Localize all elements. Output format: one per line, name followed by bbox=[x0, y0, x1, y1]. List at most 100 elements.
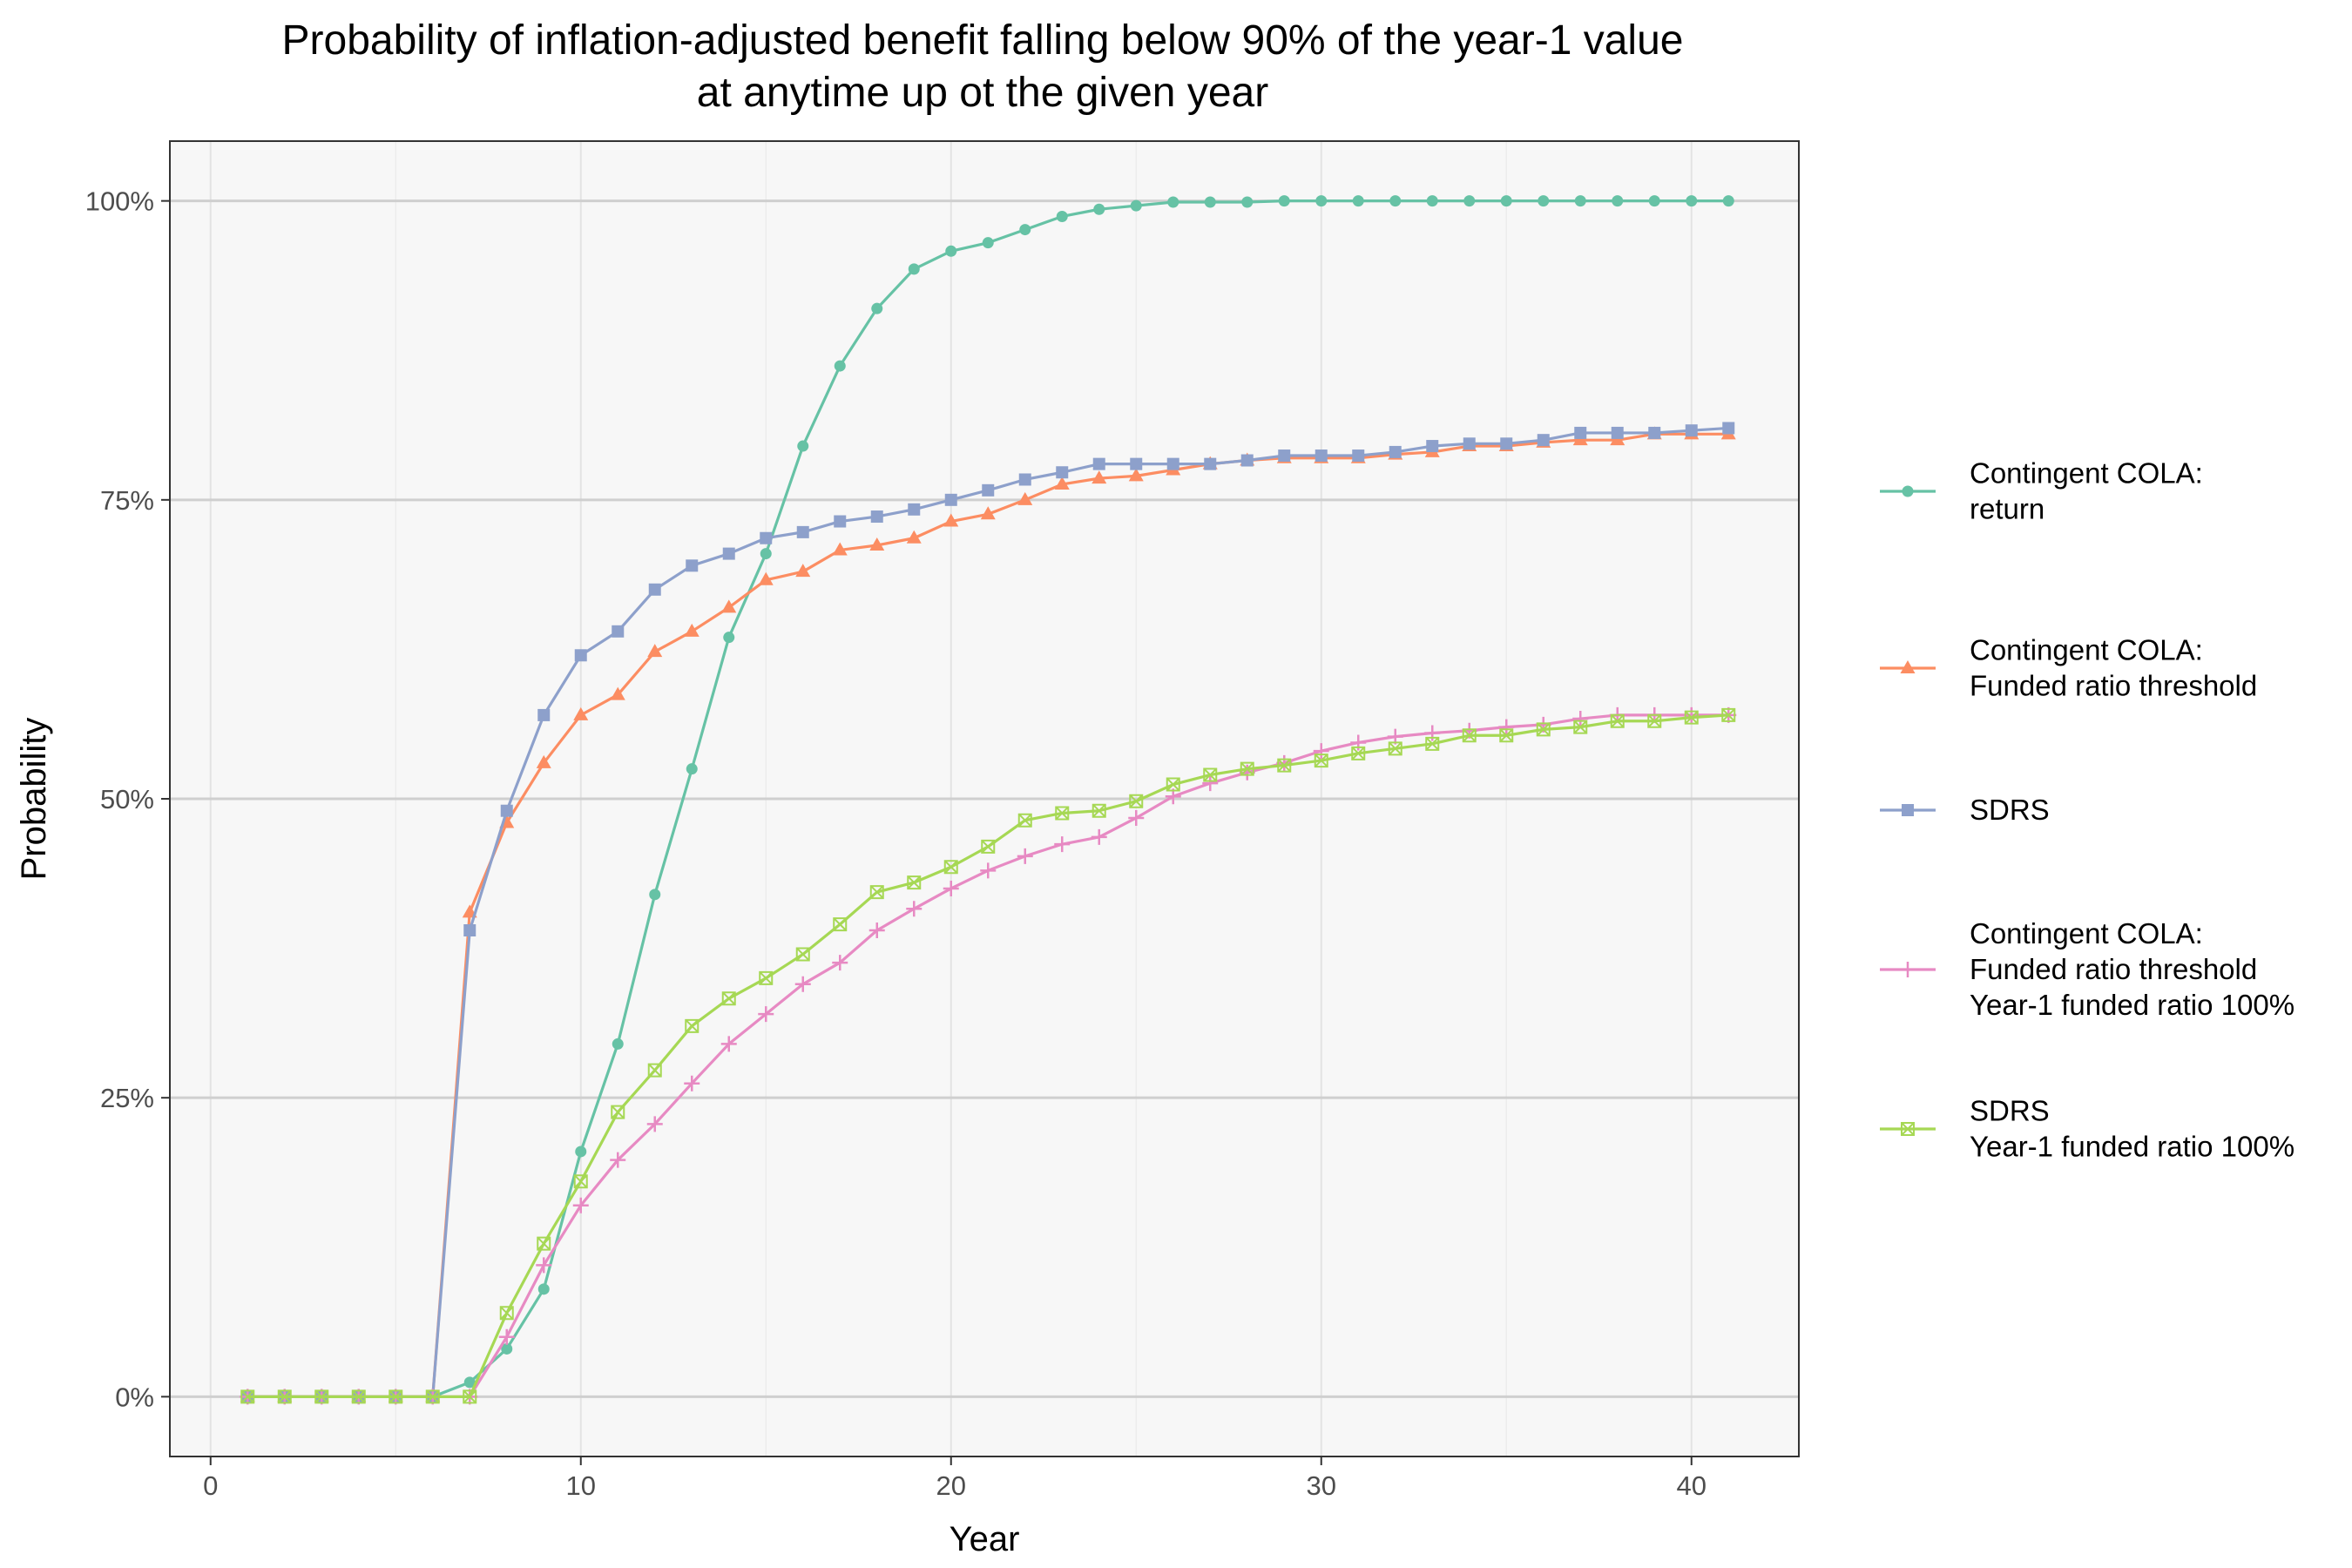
data-point bbox=[1166, 777, 1180, 792]
data-point bbox=[907, 875, 922, 890]
data-point bbox=[684, 623, 700, 637]
legend-label: SDRS bbox=[1970, 1095, 2050, 1127]
data-point bbox=[1647, 713, 1662, 728]
legend-label: Funded ratio threshold bbox=[1970, 670, 2257, 702]
data-point bbox=[649, 889, 661, 901]
data-point bbox=[981, 839, 996, 854]
data-point bbox=[1278, 195, 1290, 207]
x-axis-title: Year bbox=[950, 1520, 1020, 1558]
data-point bbox=[1204, 457, 1217, 470]
data-point bbox=[1128, 809, 1145, 826]
data-point bbox=[1202, 775, 1219, 792]
data-point bbox=[240, 1389, 255, 1404]
data-point bbox=[1056, 210, 1068, 222]
data-point bbox=[759, 970, 774, 985]
data-point bbox=[982, 483, 995, 497]
data-point bbox=[1130, 199, 1142, 212]
data-point bbox=[1648, 426, 1661, 439]
data-point bbox=[537, 708, 551, 721]
data-point bbox=[982, 237, 994, 249]
legend: Contingent COLA:return Contingent COLA: Fu… bbox=[1880, 457, 2295, 1163]
data-point bbox=[794, 976, 811, 992]
y-tick-label: 75% bbox=[100, 485, 154, 516]
legend-marker bbox=[1900, 660, 1916, 673]
data-point bbox=[1315, 195, 1328, 207]
data-point bbox=[1351, 746, 1366, 760]
data-point bbox=[1389, 445, 1402, 458]
data-point bbox=[1722, 422, 1735, 435]
data-point bbox=[1054, 476, 1070, 490]
legend-label: Contingent COLA: bbox=[1970, 917, 2203, 950]
data-point bbox=[389, 1389, 403, 1404]
y-axis-title: Probability bbox=[15, 718, 53, 881]
data-point bbox=[647, 1063, 662, 1078]
data-point bbox=[1203, 767, 1218, 782]
x-tick-label: 10 bbox=[566, 1470, 596, 1501]
data-point bbox=[1315, 449, 1328, 463]
data-point bbox=[498, 1328, 515, 1345]
data-point bbox=[1204, 196, 1216, 208]
data-point bbox=[572, 1197, 589, 1213]
legend-item: SDRS Year-1 funded ratio 100% bbox=[1880, 1095, 2295, 1163]
data-point bbox=[1092, 803, 1106, 818]
data-point bbox=[869, 885, 884, 900]
data-point bbox=[868, 923, 885, 938]
data-point bbox=[611, 1105, 625, 1119]
data-point bbox=[463, 924, 476, 936]
legend-marker bbox=[1900, 962, 1916, 977]
data-point bbox=[760, 531, 773, 544]
data-point bbox=[1277, 758, 1292, 773]
data-point bbox=[1389, 195, 1402, 207]
data-point bbox=[760, 548, 772, 560]
data-point bbox=[612, 1037, 624, 1050]
data-point bbox=[646, 1116, 663, 1132]
data-point bbox=[648, 583, 661, 596]
data-point bbox=[870, 510, 883, 524]
data-point bbox=[721, 991, 736, 1006]
data-point bbox=[1648, 195, 1660, 207]
data-point bbox=[758, 1006, 774, 1023]
data-point bbox=[536, 1257, 552, 1274]
series-layer bbox=[240, 195, 1737, 1405]
data-point bbox=[795, 947, 810, 962]
data-point bbox=[834, 360, 846, 372]
data-point bbox=[685, 1018, 700, 1033]
data-point bbox=[1684, 710, 1699, 725]
data-point bbox=[1498, 719, 1515, 735]
data-point bbox=[1017, 491, 1033, 505]
data-point bbox=[425, 1389, 440, 1404]
data-point bbox=[722, 547, 735, 560]
data-point bbox=[684, 1075, 700, 1092]
data-point bbox=[1019, 224, 1031, 236]
data-point bbox=[1610, 713, 1625, 728]
data-point bbox=[537, 1283, 550, 1295]
data-point bbox=[610, 686, 625, 700]
data-point bbox=[943, 880, 959, 896]
data-point bbox=[1685, 424, 1698, 437]
legend-marker bbox=[1902, 804, 1914, 816]
x-tick-label: 0 bbox=[203, 1470, 218, 1501]
legend-label: Year-1 funded ratio 100% bbox=[1970, 989, 2295, 1021]
data-point bbox=[906, 530, 922, 544]
data-point bbox=[1721, 707, 1736, 722]
data-point bbox=[1093, 203, 1105, 215]
data-point bbox=[1128, 468, 1144, 482]
axis-layer: 0 10 20 30 40 0% 25% 50% 75% 100% bbox=[85, 186, 1707, 1501]
data-point bbox=[943, 513, 959, 527]
data-point bbox=[686, 559, 699, 572]
data-point bbox=[1536, 722, 1551, 737]
data-point bbox=[1425, 736, 1440, 751]
legend-item: Contingent COLA:return bbox=[1880, 457, 2203, 525]
chart-title-line-2: at anytime up ot the given year bbox=[697, 70, 1268, 116]
data-point bbox=[1463, 437, 1476, 450]
data-point bbox=[573, 706, 589, 720]
data-point bbox=[1092, 457, 1105, 470]
data-point bbox=[1426, 440, 1439, 453]
grid-layer bbox=[170, 141, 1799, 1456]
data-point bbox=[501, 1342, 513, 1355]
data-point bbox=[610, 1152, 626, 1168]
data-point bbox=[1426, 195, 1438, 207]
data-point bbox=[1017, 848, 1033, 864]
data-point bbox=[1574, 426, 1587, 439]
